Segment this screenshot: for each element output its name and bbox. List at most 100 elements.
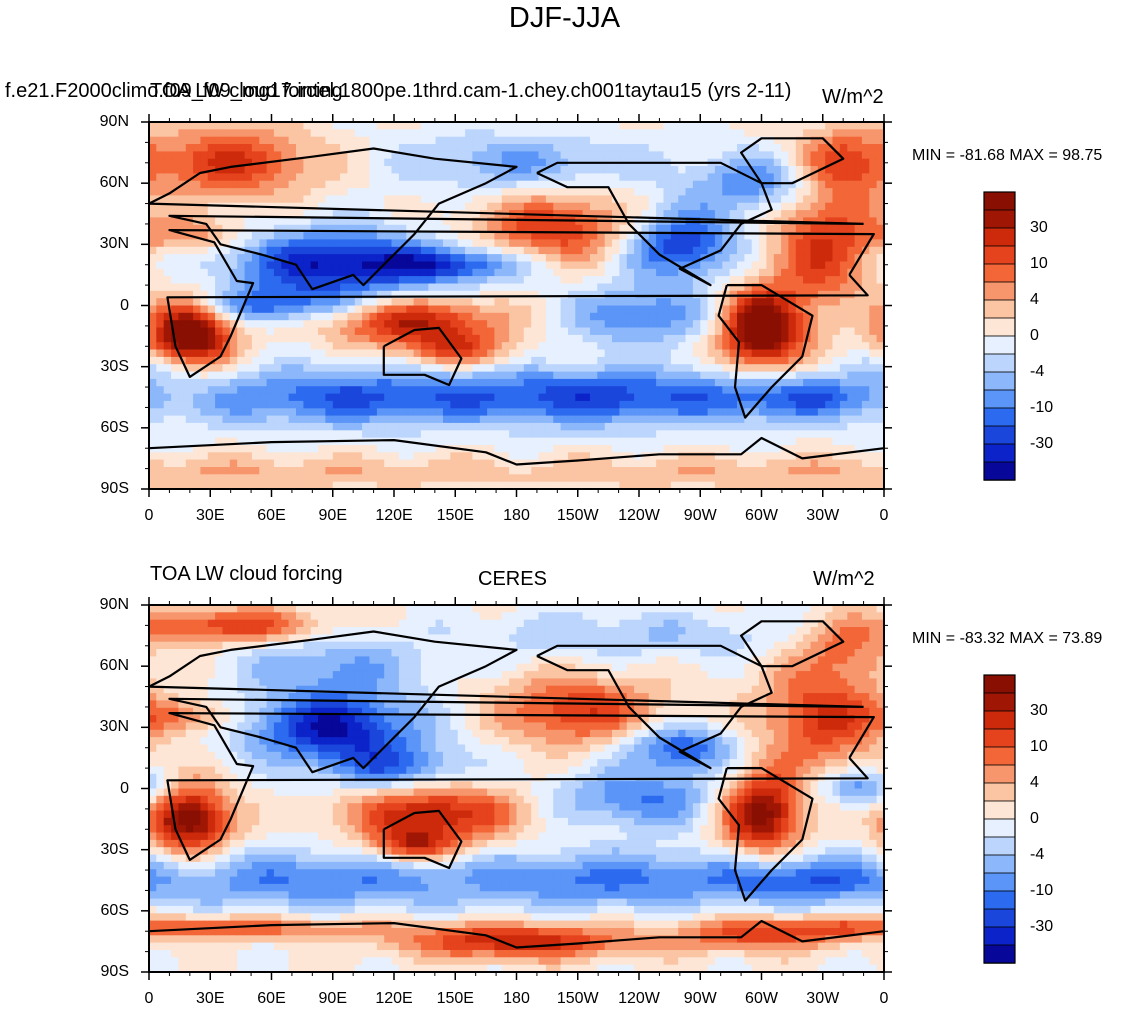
colorbar-swatch: [983, 728, 1016, 748]
coastline-1: [717, 766, 814, 902]
colorbar-swatch: [983, 944, 1016, 964]
lon-tick-label: 90E: [318, 990, 347, 1007]
lat-tick-label: 90N: [99, 596, 129, 613]
lon-tick-label: 150W: [556, 990, 599, 1007]
lat-tick-label: 0: [120, 779, 129, 797]
colorbar-label: 0: [1030, 327, 1039, 344]
lon-tick-label: 60W: [745, 990, 778, 1007]
colorbar-1: [983, 191, 1016, 481]
lon-tick-label: 30W: [806, 507, 840, 524]
lon-tick-label: 180: [503, 990, 530, 1007]
colorbar-label: -10: [1030, 399, 1054, 416]
lat-tick-label: 90N: [99, 113, 129, 130]
colorbar-swatch: [983, 782, 1016, 802]
colorbar-swatch: [983, 407, 1016, 427]
colorbar-swatch: [983, 926, 1016, 946]
lat-tick-label: 60N: [99, 657, 129, 675]
lon-tick-label: 0: [144, 507, 154, 524]
lon-tick-label: 30W: [806, 990, 840, 1007]
figure-title: DJF-JJA: [508, 2, 621, 34]
lat-tick-label: 60S: [100, 901, 129, 919]
colorbar-label: 30: [1030, 219, 1048, 236]
lat-tick-label: 60N: [99, 174, 129, 192]
coastline-6: [739, 620, 845, 668]
colorbar-label: 4: [1030, 291, 1039, 308]
panel2-min-max: MIN = -83.32 MAX = 73.89: [912, 630, 1103, 647]
lat-tick-label: 90S: [100, 963, 129, 980]
colorbar-swatch: [983, 335, 1016, 355]
colorbar-label: 10: [1030, 738, 1048, 755]
colorbar-label: 0: [1030, 810, 1039, 827]
lon-tick-label: 0: [879, 507, 889, 524]
colorbar-swatch: [983, 245, 1016, 265]
panel1-left-title: TOA LW cloud forcing: [150, 80, 343, 102]
map-panel-2: [141, 597, 892, 980]
colorbar-label: 10: [1030, 255, 1048, 272]
colorbar-label: -30: [1030, 435, 1054, 452]
colorbar-2: [983, 674, 1016, 964]
coastline-4: [382, 326, 463, 387]
lon-tick-label: 90E: [318, 507, 347, 524]
coastline-2: [536, 161, 773, 287]
colorbar-swatch: [983, 692, 1016, 712]
colorbar-swatch: [983, 425, 1016, 445]
colorbar-swatch: [983, 818, 1016, 838]
lon-tick-label: 30E: [196, 507, 225, 524]
colorbar-frame: [983, 191, 1016, 481]
colorbar-swatch: [983, 836, 1016, 856]
lat-tick-label: 30N: [99, 235, 129, 253]
lon-tick-label: 90W: [683, 990, 717, 1007]
colorbar-swatch: [983, 854, 1016, 874]
colorbar-swatch: [983, 389, 1016, 409]
lon-tick-label: 60W: [745, 507, 778, 524]
colorbar-swatch: [983, 674, 1016, 694]
lon-tick-label: 150E: [436, 507, 474, 524]
colorbar-swatch: [983, 800, 1016, 820]
colorbar-swatch: [983, 191, 1016, 211]
lon-tick-label: 60E: [257, 507, 286, 524]
colorbar-swatch: [983, 890, 1016, 910]
panel2-left-title: TOA LW cloud forcing: [150, 563, 343, 585]
colorbar-swatch: [983, 872, 1016, 892]
colorbar-swatch: [983, 281, 1016, 301]
lat-tick-label: 30S: [100, 357, 129, 375]
panel2-units: W/m^2: [813, 568, 875, 590]
coastline-6: [739, 137, 845, 185]
lat-tick-label: 0: [120, 296, 129, 314]
coastline-0: [166, 229, 875, 378]
colorbar-swatch: [983, 461, 1016, 481]
lon-tick-label: 150E: [436, 990, 474, 1007]
lat-tick-label: 30N: [99, 718, 129, 736]
lon-tick-label: 120E: [375, 990, 413, 1007]
colorbar-swatch: [983, 908, 1016, 928]
lon-tick-label: 0: [144, 990, 154, 1007]
lon-tick-label: 180: [503, 507, 530, 524]
coastline-1: [717, 284, 814, 419]
colorbar-frame: [983, 674, 1016, 964]
coastline-5: [148, 436, 885, 466]
colorbar-swatch: [983, 227, 1016, 247]
lon-tick-label: 120W: [618, 990, 660, 1007]
panel2-center-title: CERES: [478, 568, 547, 590]
panel1-min-max: MIN = -81.68 MAX = 98.75: [912, 147, 1103, 164]
coastline-0: [166, 711, 875, 862]
colorbar-label: -4: [1030, 363, 1045, 380]
colorbar-swatch: [983, 353, 1016, 373]
panel1-center-title: f.e21.F2000climo.f09_f09_mg17.intel.1800…: [5, 80, 792, 102]
lon-tick-label: 120E: [375, 507, 413, 524]
coastline-4: [382, 809, 463, 870]
colorbar-label: -10: [1030, 882, 1054, 899]
colorbar-swatch: [983, 710, 1016, 730]
colorbar-swatch: [983, 209, 1016, 229]
lon-tick-label: 90W: [683, 507, 717, 524]
colorbar-label: -30: [1030, 918, 1054, 935]
panel1-units: W/m^2: [822, 86, 884, 108]
coastline-3: [147, 147, 864, 291]
lat-tick-label: 30S: [100, 840, 129, 858]
lon-tick-label: 120W: [618, 507, 660, 524]
coastline-3: [147, 630, 864, 774]
lon-tick-label: 60E: [257, 990, 286, 1007]
colorbar-label: -4: [1030, 846, 1045, 863]
coastline-2: [536, 644, 773, 770]
